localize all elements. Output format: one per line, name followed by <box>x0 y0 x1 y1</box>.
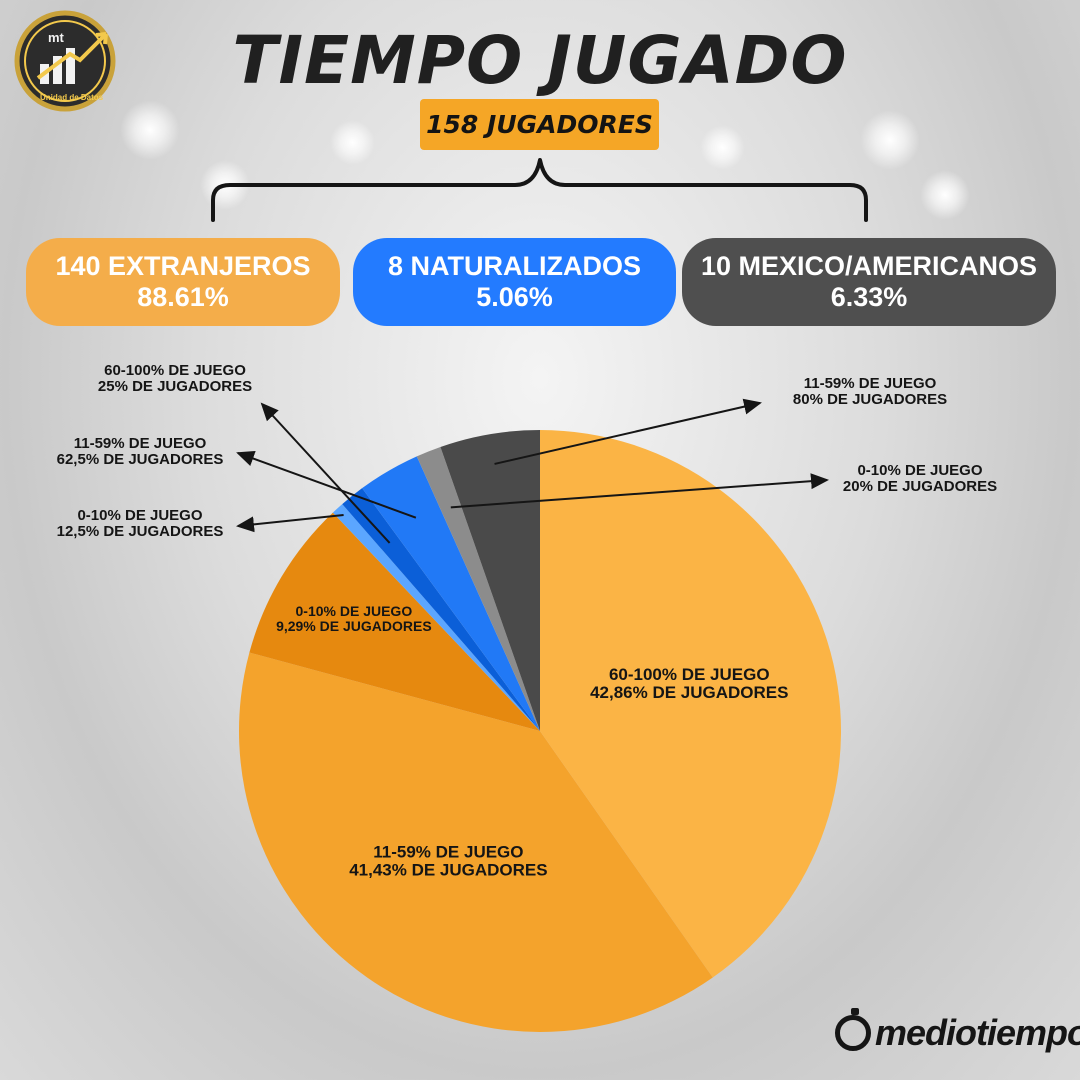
slice-range-label: 11-59% DE JUEGO <box>74 435 207 452</box>
slice-range-label: 11-59% DE JUEGO <box>373 843 523 862</box>
group-count-label: 140 EXTRANJEROS <box>55 251 311 281</box>
slice-share-label: 25% DE JUGADORES <box>98 378 252 395</box>
slice-range-label: 11-59% DE JUEGO <box>804 375 937 392</box>
pie-slice <box>332 504 540 731</box>
pie-slice <box>249 512 540 731</box>
unidad-de-datos-logo: mt Unidad de Datos <box>10 8 120 114</box>
group-percent-label: 6.33% <box>830 282 908 312</box>
pie-slice <box>416 446 540 731</box>
slice-share-label: 42,86% DE JUGADORES <box>590 683 788 702</box>
leader-arrow <box>260 402 391 544</box>
group-count-label: 10 MEXICO/AMERICANOS <box>700 251 1038 281</box>
slice-share-label: 41,43% DE JUGADORES <box>349 861 547 880</box>
background-light <box>860 110 920 170</box>
logo-emblem-icon: mt Unidad de Datos <box>14 10 116 112</box>
background-light <box>120 100 180 160</box>
group-pill-mexico-americanos: 10 MEXICO/AMERICANOS 6.33% <box>682 238 1056 326</box>
total-players-badge: 158 JUGADORES <box>420 99 659 150</box>
slice-range-label: 60-100% DE JUEGO <box>609 665 770 684</box>
pie-slice <box>342 488 540 731</box>
slice-range-label: 60-100% DE JUEGO <box>104 362 246 379</box>
mediotiempo-brand-logo: mediotiempo <box>835 1005 1080 1061</box>
slice-share-label: 62,5% DE JUGADORES <box>57 451 224 468</box>
background-light <box>920 170 970 220</box>
slice-share-label: 9,29% DE JUGADORES <box>276 618 432 634</box>
leader-arrow <box>494 398 762 465</box>
pie-slice <box>239 652 713 1032</box>
group-percent-label: 5.06% <box>476 282 553 312</box>
stopwatch-icon <box>835 1008 871 1051</box>
group-percent-label: 88.61% <box>137 282 229 312</box>
leader-arrow <box>450 473 829 509</box>
leader-arrow <box>236 450 417 519</box>
pie-slice <box>440 430 540 731</box>
leader-arrow <box>236 513 344 533</box>
group-pill-extranjeros: 140 EXTRANJEROS 88.61% <box>26 238 340 326</box>
background-light <box>700 125 745 170</box>
pie-slice <box>540 430 841 978</box>
slice-share-label: 12,5% DE JUGADORES <box>57 523 224 540</box>
background-light <box>330 120 375 165</box>
slice-range-label: 0-10% DE JUEGO <box>77 507 202 524</box>
background-light <box>200 160 250 210</box>
group-pill-naturalizados: 8 NATURALIZADOS 5.06% <box>353 238 676 326</box>
logo-subtitle-text: Unidad de Datos <box>40 93 104 102</box>
pie-slice <box>362 456 540 731</box>
slice-share-label: 80% DE JUGADORES <box>793 391 947 408</box>
logo-mark-text: mt <box>48 30 65 45</box>
brand-name: mediotiempo <box>875 1012 1080 1053</box>
slice-range-label: 0-10% DE JUEGO <box>296 603 413 619</box>
page-title: TIEMPO JUGADO <box>232 22 848 99</box>
slice-share-label: 20% DE JUGADORES <box>843 478 997 495</box>
group-count-label: 8 NATURALIZADOS <box>388 251 641 281</box>
slice-range-label: 0-10% DE JUEGO <box>857 462 982 479</box>
